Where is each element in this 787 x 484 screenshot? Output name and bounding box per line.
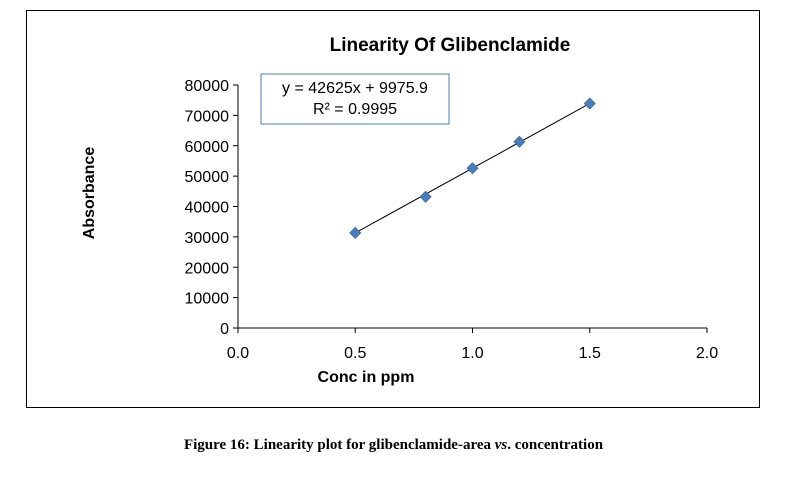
y-tick-label: 50000 <box>185 169 230 186</box>
equation-box: y = 42625x + 9975.9 R² = 0.9995 <box>260 73 450 125</box>
axes: 0 10000 20000 30000 40000 50000 60000 70000 8000… <box>185 78 719 362</box>
data-point <box>466 162 479 175</box>
trendline-equation: y = 42625x + 9975.9 <box>282 80 428 97</box>
data-point <box>349 226 362 239</box>
x-axis-title: Conc in ppm <box>318 369 415 386</box>
x-tick-label: 1.0 <box>461 345 483 362</box>
y-tick-label: 70000 <box>185 108 230 125</box>
data-point <box>419 190 432 203</box>
y-tick-label: 80000 <box>185 78 230 95</box>
x-tick-label: 1.5 <box>579 345 601 362</box>
chart-title: Linearity Of Glibenclamide <box>330 35 571 56</box>
y-tick-label: 60000 <box>185 139 230 156</box>
y-tick-label: 10000 <box>185 291 230 308</box>
caption-italic: vs <box>494 437 508 453</box>
y-tick-label: 20000 <box>185 260 230 277</box>
x-tick-label: 0.5 <box>344 345 366 362</box>
y-tick-label: 30000 <box>185 230 230 247</box>
y-tick-label: 0 <box>220 321 229 338</box>
y-axis-title: Absorbance <box>81 147 98 240</box>
caption-suffix: . concentration <box>507 437 604 453</box>
data-point <box>583 97 596 110</box>
y-tick-label: 40000 <box>185 200 230 217</box>
caption-prefix: Figure 16: Linearity plot for glibenclam… <box>183 437 495 453</box>
data-point <box>513 135 526 148</box>
x-tick-label: 0.0 <box>227 345 249 362</box>
r-squared-value: R² = 0.9995 <box>313 101 397 118</box>
figure-caption: Figure 16: Linearity plot for glibenclam… <box>0 437 787 454</box>
marker-layer <box>349 97 596 239</box>
x-tick-label: 2.0 <box>696 345 718 362</box>
